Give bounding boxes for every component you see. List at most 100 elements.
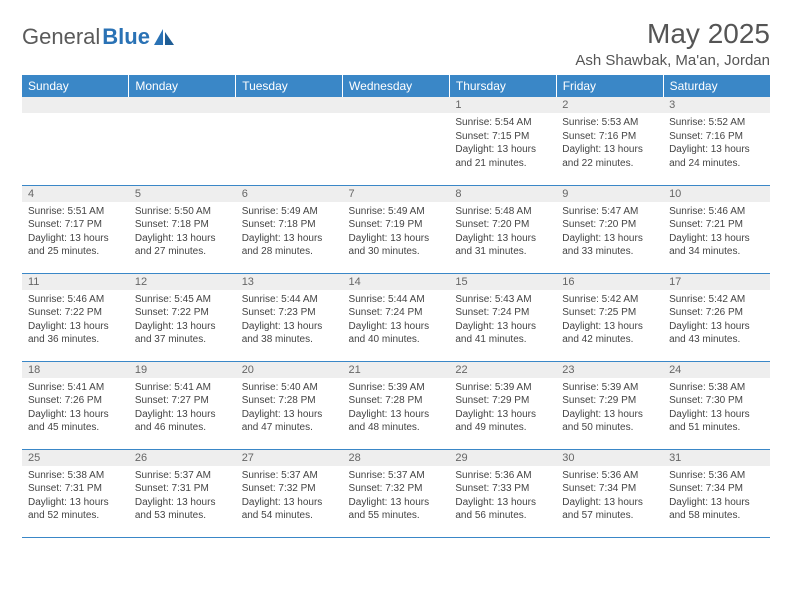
calendar-cell: 29Sunrise: 5:36 AMSunset: 7:33 PMDayligh… <box>449 449 556 537</box>
daylight-text: Daylight: 13 hours and 54 minutes. <box>242 496 337 523</box>
day-number: 31 <box>663 450 770 466</box>
daylight-text: Daylight: 13 hours and 22 minutes. <box>562 143 657 170</box>
day-details: Sunrise: 5:36 AMSunset: 7:34 PMDaylight:… <box>556 466 663 527</box>
daylight-text: Daylight: 13 hours and 48 minutes. <box>349 408 444 435</box>
calendar-cell-empty <box>22 97 129 185</box>
daylight-text: Daylight: 13 hours and 43 minutes. <box>669 320 764 347</box>
day-details: Sunrise: 5:47 AMSunset: 7:20 PMDaylight:… <box>556 202 663 263</box>
day-number: 9 <box>556 186 663 202</box>
daylight-text: Daylight: 13 hours and 24 minutes. <box>669 143 764 170</box>
day-details: Sunrise: 5:37 AMSunset: 7:31 PMDaylight:… <box>129 466 236 527</box>
sunrise-text: Sunrise: 5:37 AM <box>349 469 444 483</box>
sunrise-text: Sunrise: 5:46 AM <box>28 293 123 307</box>
sunrise-text: Sunrise: 5:44 AM <box>349 293 444 307</box>
day-number: 17 <box>663 274 770 290</box>
daylight-text: Daylight: 13 hours and 40 minutes. <box>349 320 444 347</box>
calendar-cell: 20Sunrise: 5:40 AMSunset: 7:28 PMDayligh… <box>236 361 343 449</box>
calendar-cell: 5Sunrise: 5:50 AMSunset: 7:18 PMDaylight… <box>129 185 236 273</box>
calendar-cell: 26Sunrise: 5:37 AMSunset: 7:31 PMDayligh… <box>129 449 236 537</box>
calendar-cell: 16Sunrise: 5:42 AMSunset: 7:25 PMDayligh… <box>556 273 663 361</box>
sail-icon <box>154 29 174 45</box>
sunset-text: Sunset: 7:28 PM <box>242 394 337 408</box>
day-header-friday: Friday <box>556 75 663 97</box>
sunset-text: Sunset: 7:29 PM <box>455 394 550 408</box>
daylight-text: Daylight: 13 hours and 55 minutes. <box>349 496 444 523</box>
daylight-text: Daylight: 13 hours and 30 minutes. <box>349 232 444 259</box>
calendar-cell: 11Sunrise: 5:46 AMSunset: 7:22 PMDayligh… <box>22 273 129 361</box>
day-number: 15 <box>449 274 556 290</box>
day-header-saturday: Saturday <box>663 75 770 97</box>
sunrise-text: Sunrise: 5:40 AM <box>242 381 337 395</box>
calendar-cell: 27Sunrise: 5:37 AMSunset: 7:32 PMDayligh… <box>236 449 343 537</box>
title-block: May 2025 Ash Shawbak, Ma'an, Jordan <box>575 18 770 69</box>
daylight-text: Daylight: 13 hours and 37 minutes. <box>135 320 230 347</box>
day-details: Sunrise: 5:49 AMSunset: 7:19 PMDaylight:… <box>343 202 450 263</box>
sunrise-text: Sunrise: 5:39 AM <box>349 381 444 395</box>
calendar-row: 18Sunrise: 5:41 AMSunset: 7:26 PMDayligh… <box>22 361 770 449</box>
location-text: Ash Shawbak, Ma'an, Jordan <box>575 52 770 69</box>
day-details: Sunrise: 5:41 AMSunset: 7:27 PMDaylight:… <box>129 378 236 439</box>
sunset-text: Sunset: 7:29 PM <box>562 394 657 408</box>
day-details: Sunrise: 5:43 AMSunset: 7:24 PMDaylight:… <box>449 290 556 351</box>
daylight-text: Daylight: 13 hours and 31 minutes. <box>455 232 550 259</box>
day-details: Sunrise: 5:37 AMSunset: 7:32 PMDaylight:… <box>343 466 450 527</box>
sunset-text: Sunset: 7:18 PM <box>135 218 230 232</box>
day-header-wednesday: Wednesday <box>343 75 450 97</box>
day-number: 27 <box>236 450 343 466</box>
sunrise-text: Sunrise: 5:47 AM <box>562 205 657 219</box>
day-number: 13 <box>236 274 343 290</box>
calendar-cell: 14Sunrise: 5:44 AMSunset: 7:24 PMDayligh… <box>343 273 450 361</box>
daylight-text: Daylight: 13 hours and 28 minutes. <box>242 232 337 259</box>
calendar-cell: 12Sunrise: 5:45 AMSunset: 7:22 PMDayligh… <box>129 273 236 361</box>
sunset-text: Sunset: 7:20 PM <box>562 218 657 232</box>
sunset-text: Sunset: 7:18 PM <box>242 218 337 232</box>
daylight-text: Daylight: 13 hours and 33 minutes. <box>562 232 657 259</box>
daylight-text: Daylight: 13 hours and 38 minutes. <box>242 320 337 347</box>
daylight-text: Daylight: 13 hours and 56 minutes. <box>455 496 550 523</box>
day-details: Sunrise: 5:42 AMSunset: 7:26 PMDaylight:… <box>663 290 770 351</box>
sunrise-text: Sunrise: 5:45 AM <box>135 293 230 307</box>
sunset-text: Sunset: 7:31 PM <box>28 482 123 496</box>
day-number: 20 <box>236 362 343 378</box>
sunset-text: Sunset: 7:30 PM <box>669 394 764 408</box>
calendar-cell: 2Sunrise: 5:53 AMSunset: 7:16 PMDaylight… <box>556 97 663 185</box>
day-header-monday: Monday <box>129 75 236 97</box>
sunrise-text: Sunrise: 5:41 AM <box>135 381 230 395</box>
day-details: Sunrise: 5:48 AMSunset: 7:20 PMDaylight:… <box>449 202 556 263</box>
sunrise-text: Sunrise: 5:43 AM <box>455 293 550 307</box>
day-header-sunday: Sunday <box>22 75 129 97</box>
sunrise-text: Sunrise: 5:39 AM <box>455 381 550 395</box>
day-number: 8 <box>449 186 556 202</box>
sunset-text: Sunset: 7:15 PM <box>455 130 550 144</box>
sunset-text: Sunset: 7:25 PM <box>562 306 657 320</box>
daylight-text: Daylight: 13 hours and 58 minutes. <box>669 496 764 523</box>
logo: GeneralBlue <box>22 24 174 50</box>
daylight-text: Daylight: 13 hours and 25 minutes. <box>28 232 123 259</box>
sunrise-text: Sunrise: 5:44 AM <box>242 293 337 307</box>
calendar-cell: 13Sunrise: 5:44 AMSunset: 7:23 PMDayligh… <box>236 273 343 361</box>
day-details: Sunrise: 5:40 AMSunset: 7:28 PMDaylight:… <box>236 378 343 439</box>
sunrise-text: Sunrise: 5:49 AM <box>349 205 444 219</box>
header: GeneralBlue May 2025 Ash Shawbak, Ma'an,… <box>22 18 770 69</box>
logo-text-blue: Blue <box>102 24 150 50</box>
day-number: 19 <box>129 362 236 378</box>
sunset-text: Sunset: 7:24 PM <box>349 306 444 320</box>
day-details: Sunrise: 5:50 AMSunset: 7:18 PMDaylight:… <box>129 202 236 263</box>
day-number: 1 <box>449 97 556 113</box>
sunrise-text: Sunrise: 5:54 AM <box>455 116 550 130</box>
day-details: Sunrise: 5:51 AMSunset: 7:17 PMDaylight:… <box>22 202 129 263</box>
day-number: 2 <box>556 97 663 113</box>
sunset-text: Sunset: 7:16 PM <box>562 130 657 144</box>
day-details: Sunrise: 5:49 AMSunset: 7:18 PMDaylight:… <box>236 202 343 263</box>
daylight-text: Daylight: 13 hours and 47 minutes. <box>242 408 337 435</box>
calendar-row: 11Sunrise: 5:46 AMSunset: 7:22 PMDayligh… <box>22 273 770 361</box>
sunrise-text: Sunrise: 5:49 AM <box>242 205 337 219</box>
day-number: 23 <box>556 362 663 378</box>
day-details: Sunrise: 5:54 AMSunset: 7:15 PMDaylight:… <box>449 113 556 174</box>
sunset-text: Sunset: 7:26 PM <box>669 306 764 320</box>
day-number: 24 <box>663 362 770 378</box>
calendar-cell-empty <box>236 97 343 185</box>
day-details: Sunrise: 5:45 AMSunset: 7:22 PMDaylight:… <box>129 290 236 351</box>
calendar-cell: 10Sunrise: 5:46 AMSunset: 7:21 PMDayligh… <box>663 185 770 273</box>
calendar-cell: 17Sunrise: 5:42 AMSunset: 7:26 PMDayligh… <box>663 273 770 361</box>
